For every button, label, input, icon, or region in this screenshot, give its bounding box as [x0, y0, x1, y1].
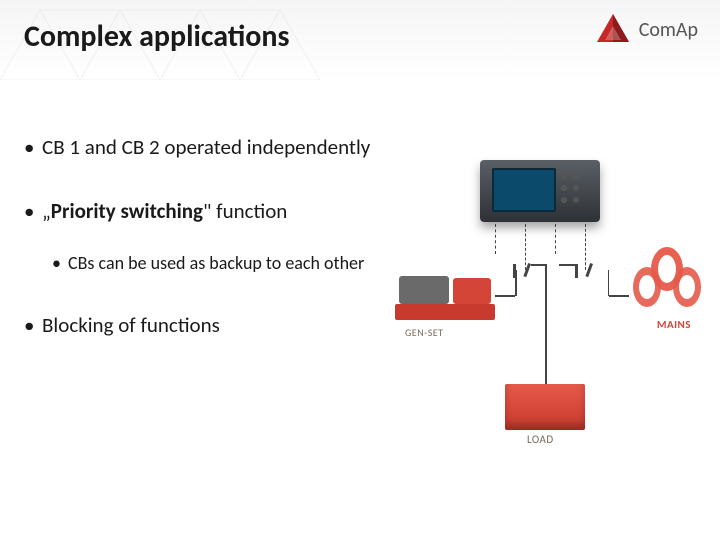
logo-icon — [595, 12, 631, 48]
circuit-diagram: GEN-SET MAINS LOAD — [395, 150, 705, 430]
control-wire — [495, 224, 496, 254]
wire — [531, 264, 545, 266]
bullet-2-post: " function — [203, 198, 287, 224]
brand-logo: ComAp — [595, 12, 698, 48]
breaker-switch — [513, 264, 531, 278]
wire — [495, 295, 515, 297]
genset-label: GEN-SET — [405, 326, 444, 339]
mains-label: MAINS — [657, 318, 691, 331]
wire — [608, 270, 610, 296]
page-title: Complex applications — [24, 18, 290, 55]
wire — [545, 264, 547, 384]
bullet-2-sub-text: CBs can be used as backup to each other — [68, 252, 364, 274]
mains-icon — [629, 245, 705, 315]
bullet-1: •CB 1 and CB 2 operated independently — [24, 130, 404, 166]
bullet-2: •„Priority switching" function — [24, 194, 404, 230]
wire — [559, 264, 575, 266]
load-icon — [505, 384, 585, 430]
bullet-list: •CB 1 and CB 2 operated independently •„… — [24, 130, 404, 371]
control-wire — [555, 224, 556, 254]
bullet-2-sub: •CBs can be used as backup to each other — [52, 247, 404, 279]
load-label: LOAD — [527, 433, 554, 446]
wire — [609, 295, 629, 297]
bullet-2-pre: „ — [42, 198, 51, 224]
breaker-switch — [575, 264, 593, 278]
controller-device — [480, 160, 600, 222]
bullet-3-text: Blocking of functions — [42, 312, 220, 338]
bullet-1-text: CB 1 and CB 2 operated independently — [42, 134, 370, 160]
bullet-3: •Blocking of functions — [24, 308, 404, 344]
logo-text: ComAp — [639, 18, 698, 42]
genset-icon — [395, 270, 495, 320]
bullet-2-bold: Priority switching — [51, 198, 203, 224]
